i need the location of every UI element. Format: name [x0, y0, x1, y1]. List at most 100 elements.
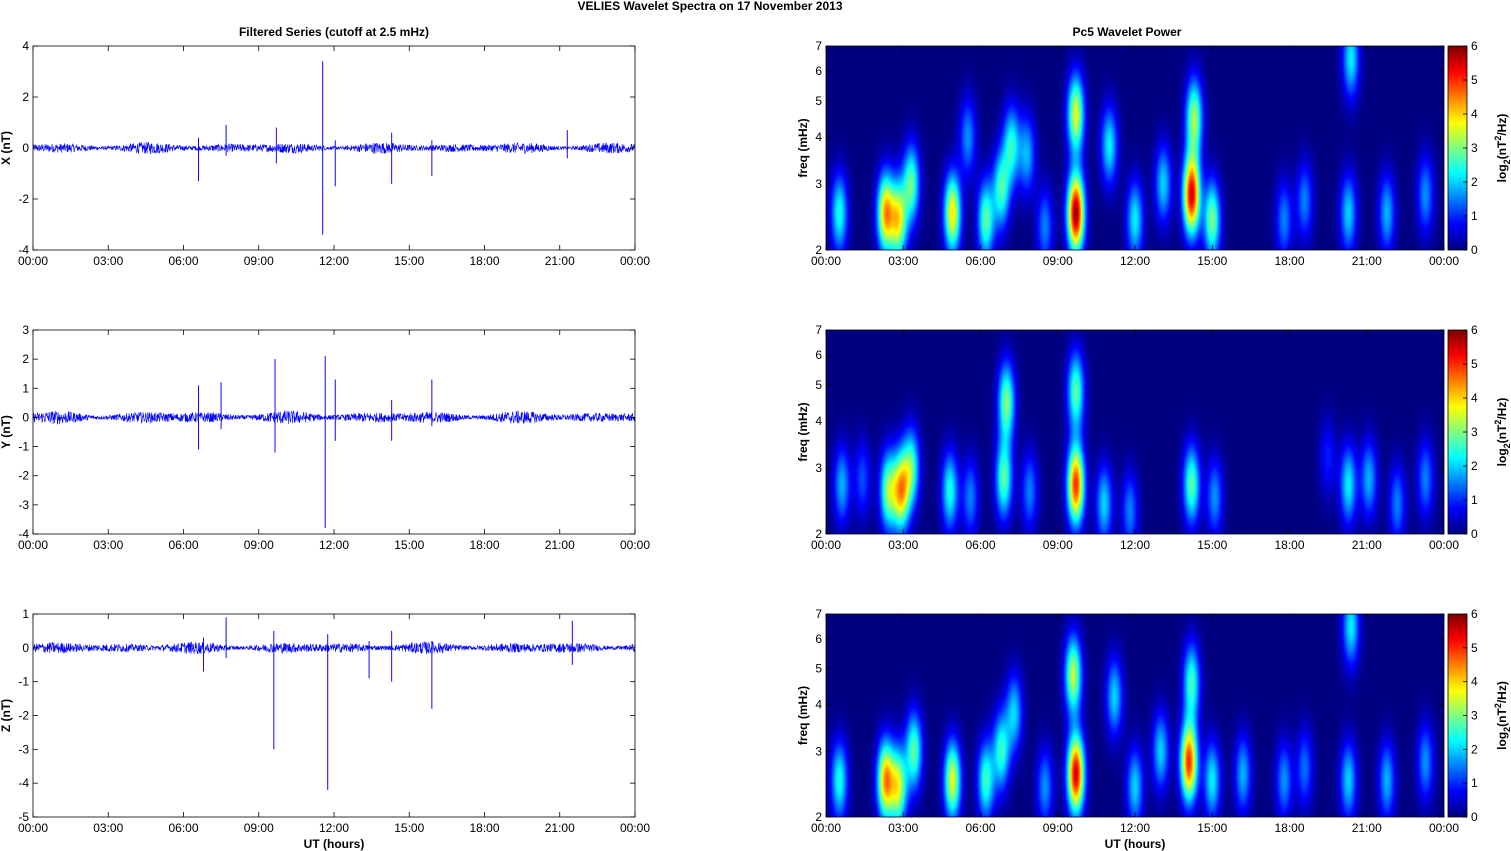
y-tick-label: 3: [22, 323, 29, 337]
series-axes-frame: [32, 329, 636, 535]
x-tick-label: 03:00: [93, 538, 123, 552]
freq-tick-label: 2: [815, 810, 822, 824]
x-tick-label: 06:00: [965, 254, 995, 268]
colorbar-tick-label: 5: [1471, 73, 1478, 87]
y-tick-label: 4: [22, 39, 29, 53]
freq-tick-label: 2: [815, 527, 822, 541]
x-tick-label: 03:00: [888, 538, 918, 552]
colorbar-tick-label: 5: [1471, 641, 1478, 655]
x-tick-label: 15:00: [1197, 538, 1227, 552]
colorbar-label-end: /Hz): [1495, 114, 1509, 136]
x-tick-label: 00:00: [620, 821, 650, 835]
x-tick-label: 18:00: [469, 538, 499, 552]
colorbar-label-mid: (nT: [1495, 708, 1509, 727]
colorbar-label-sup: 2: [1493, 703, 1503, 708]
colorbar-label-sub: 2: [1502, 443, 1511, 448]
colorbar-tick-label: 6: [1471, 323, 1478, 337]
x-tick-label: 00:00: [811, 821, 841, 835]
colorbar-tick-label: 6: [1471, 607, 1478, 621]
wavelet-panel-x: 2 3 4 5 6 7 00:00 03:00 06:00 09:00 12:00 15:00 18:0…: [796, 39, 1511, 268]
colorbar-label-base: log: [1495, 448, 1509, 466]
colorbar-label: log2(nT2/Hz): [1493, 398, 1511, 467]
freq-tick-label: 5: [815, 378, 822, 392]
y-tick-label: -4: [18, 776, 29, 790]
wavelet-panel-y: 2 3 4 5 6 7 00:00 03:00 06:00 09:00 12:00 15:00 18:0…: [796, 323, 1511, 552]
freq-axis-label: freq (mHz): [796, 686, 810, 745]
x-tick-label: 00:00: [1429, 821, 1459, 835]
x-tick-label: 21:00: [1352, 538, 1382, 552]
y-tick-label: 2: [22, 352, 29, 366]
x-tick-label: 18:00: [1274, 538, 1304, 552]
left-column-title: Filtered Series (cutoff at 2.5 mHz): [239, 25, 429, 39]
colorbar: [1448, 614, 1467, 817]
freq-tick-label: 7: [815, 39, 822, 53]
y-tick-label: -2: [18, 709, 29, 723]
colorbar-label-sub: 2: [1502, 159, 1511, 164]
y-tick-label: 0: [22, 641, 29, 655]
wavelet-heatmap-z: [826, 614, 1444, 817]
colorbar-tick-label: 6: [1471, 39, 1478, 53]
x-tick-label: 15:00: [1197, 254, 1227, 268]
freq-axis-label: freq (mHz): [796, 118, 810, 177]
freq-tick-label: 3: [815, 744, 822, 758]
series-trace-x: [32, 61, 636, 235]
colorbar-tick-label: 3: [1471, 425, 1478, 439]
colorbar-tick-label: 0: [1471, 243, 1478, 257]
x-tick-label: 18:00: [1274, 254, 1304, 268]
colorbar-tick-label: 4: [1471, 107, 1478, 121]
x-tick-label: 18:00: [469, 254, 499, 268]
freq-axis-label: freq (mHz): [796, 402, 810, 461]
y-axis-label: Z (nT): [0, 699, 13, 732]
y-tick-label: -4: [18, 527, 29, 541]
x-axis-label: UT (hours): [304, 837, 365, 851]
colorbar-tick-label: 5: [1471, 357, 1478, 371]
wavelet-heatmap-x: [826, 46, 1444, 250]
freq-tick-label: 6: [815, 348, 822, 362]
x-tick-label: 09:00: [1043, 254, 1073, 268]
y-tick-label: 2: [22, 90, 29, 104]
colorbar-label-mid: (nT: [1495, 424, 1509, 443]
colorbar-tick-label: 3: [1471, 141, 1478, 155]
colorbar-tick-label: 1: [1471, 776, 1478, 790]
freq-tick-label: 4: [815, 698, 822, 712]
freq-tick-label: 4: [815, 414, 822, 428]
colorbar-tick-label: 1: [1471, 493, 1478, 507]
x-tick-label: 09:00: [244, 254, 274, 268]
x-axis-label: UT (hours): [1105, 837, 1166, 851]
x-tick-label: 03:00: [93, 254, 123, 268]
x-tick-label: 18:00: [1274, 821, 1304, 835]
y-tick-label: 0: [22, 141, 29, 155]
x-tick-label: 00:00: [811, 254, 841, 268]
colorbar-label-end: /Hz): [1495, 681, 1509, 703]
colorbar-tick-label: 0: [1471, 527, 1478, 541]
x-tick-label: 09:00: [1043, 538, 1073, 552]
colorbar-label-sup: 2: [1493, 136, 1503, 141]
figure-title: VELIES Wavelet Spectra on 17 November 20…: [577, 0, 842, 13]
x-tick-label: 12:00: [319, 538, 349, 552]
y-tick-label: -1: [18, 440, 29, 454]
y-tick-label: -3: [18, 742, 29, 756]
freq-tick-label: 5: [815, 662, 822, 676]
x-tick-label: 15:00: [1197, 821, 1227, 835]
freq-tick-label: 2: [815, 243, 822, 257]
x-tick-label: 03:00: [888, 821, 918, 835]
x-tick-label: 09:00: [1043, 821, 1073, 835]
x-tick-label: 21:00: [545, 821, 575, 835]
colorbar-tick-label: 3: [1471, 709, 1478, 723]
colorbar-tick-label: 4: [1471, 675, 1478, 689]
freq-tick-label: 6: [815, 64, 822, 78]
series-trace-y: [32, 356, 636, 529]
colorbar-tick-label: 2: [1471, 175, 1478, 189]
x-tick-label: 15:00: [394, 538, 424, 552]
x-tick-label: 00:00: [18, 538, 48, 552]
wavelet-panel-z: 2 3 4 5 6 7 00:00 03:00 06:00 09:00 12:00 15:00 18:0…: [796, 607, 1511, 851]
freq-tick-label: 7: [815, 323, 822, 337]
x-tick-label: 06:00: [168, 821, 198, 835]
x-tick-label: 06:00: [965, 821, 995, 835]
colorbar-tick-label: 2: [1471, 459, 1478, 473]
y-tick-label: 1: [22, 607, 29, 621]
x-tick-label: 18:00: [469, 821, 499, 835]
y-tick-label: -4: [18, 243, 29, 257]
x-tick-label: 09:00: [244, 821, 274, 835]
